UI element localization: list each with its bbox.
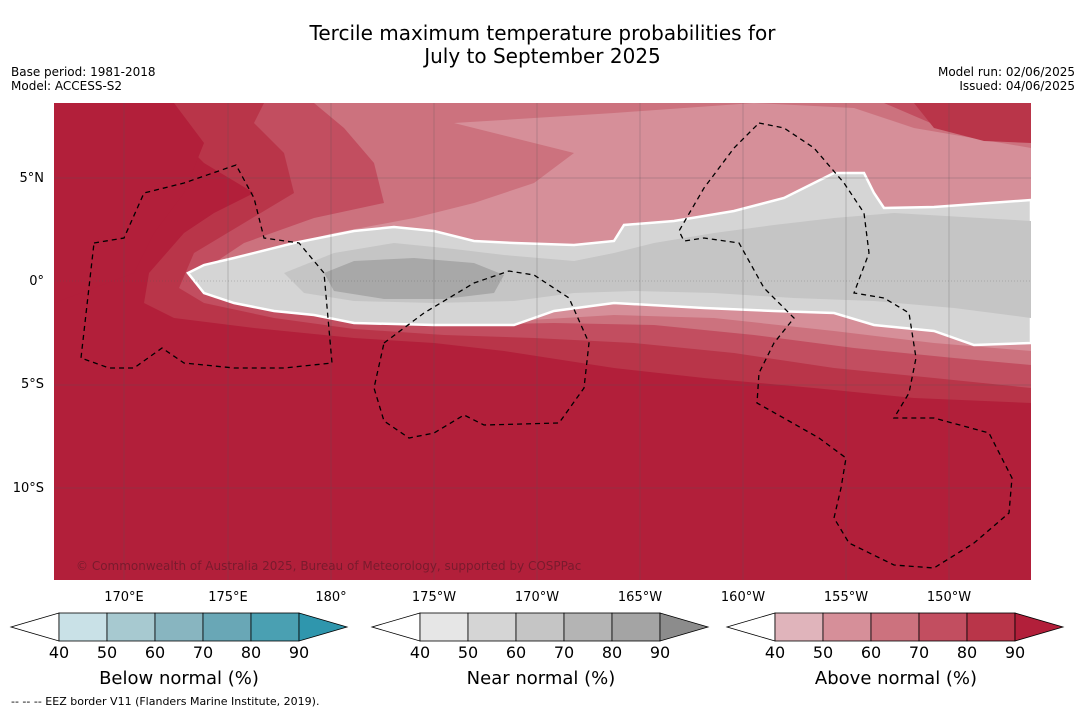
- near-colorbar-box: [611, 612, 661, 642]
- below-tick-label: 60: [144, 643, 166, 662]
- above-colorbar-box: [918, 612, 968, 642]
- near-colorbar-left-extension: [370, 612, 421, 642]
- below-normal-title: Below normal (%): [99, 668, 259, 689]
- near-colorbar-box: [419, 612, 469, 642]
- near-normal-title: Near normal (%): [466, 668, 616, 689]
- meta-left: Base period: 1981-2018 Model: ACCESS-S2: [11, 65, 156, 93]
- base-period: Base period: 1981-2018: [11, 65, 156, 79]
- meta-right: Model run: 02/06/2025 Issued: 04/06/2025: [938, 65, 1075, 93]
- model-run: Model run: 02/06/2025: [937, 65, 1075, 79]
- colorbar-near: [370, 612, 710, 642]
- eez-borders: [80, 122, 1013, 569]
- below-colorbar-left-extension: [9, 612, 60, 642]
- map-svg: [54, 103, 1031, 580]
- colorbar-below: [9, 612, 349, 642]
- above-90-blob-top-left: [54, 103, 204, 303]
- lat-label-0: 0°: [29, 274, 44, 289]
- colorbars-svg: [9, 612, 1065, 642]
- above-colorbar-left-extension: [725, 612, 776, 642]
- near-tick-label: 70: [553, 643, 575, 662]
- chart-title: Tercile maximum temperature probabilitie…: [0, 22, 1085, 68]
- lat-label-5n: 5°N: [19, 171, 45, 186]
- probability-map: [54, 103, 1031, 580]
- lon-label-150w: 150°W: [926, 590, 972, 605]
- above-tick-label: 40: [764, 643, 786, 662]
- eez-footnote: -- -- -- EEZ border V11 (Flanders Marine…: [11, 695, 320, 708]
- lon-label-155w: 155°W: [823, 590, 869, 605]
- lat-label-10s: 10°S: [12, 481, 44, 496]
- below-colorbar-box: [58, 612, 108, 642]
- above-80-blob-top: [914, 103, 1031, 143]
- lon-label-175w: 175°W: [411, 590, 457, 605]
- below-tick-label: 40: [48, 643, 70, 662]
- issued-date: Issued: 04/06/2025: [959, 79, 1075, 93]
- lon-label-175e: 175°E: [208, 590, 248, 605]
- near-tick-label: 40: [409, 643, 431, 662]
- colorbar-above: [725, 612, 1065, 642]
- lat-label-5s: 5°S: [20, 377, 44, 392]
- below-tick-label: 70: [192, 643, 214, 662]
- below-colorbar-right-extension: [298, 612, 349, 642]
- lon-label-180: 180°: [315, 590, 347, 605]
- title-line-1: Tercile maximum temperature probabilitie…: [309, 21, 776, 45]
- below-colorbar-box: [202, 612, 252, 642]
- above-colorbar-box: [966, 612, 1016, 642]
- below-tick-label: 50: [96, 643, 118, 662]
- above-tick-label: 50: [812, 643, 834, 662]
- lon-label-170e: 170°E: [104, 590, 144, 605]
- lon-label-165w: 165°W: [617, 590, 663, 605]
- near-tick-label: 80: [601, 643, 623, 662]
- above-tick-label: 70: [908, 643, 930, 662]
- near-colorbar-box: [515, 612, 565, 642]
- near-70-region: [324, 258, 504, 299]
- title-line-2: July to September 2025: [424, 44, 661, 68]
- above-tick-label: 60: [860, 643, 882, 662]
- below-colorbar-box: [154, 612, 204, 642]
- lon-label-160w: 160°W: [720, 590, 766, 605]
- above-tick-label: 90: [1004, 643, 1026, 662]
- below-colorbar-box: [250, 612, 300, 642]
- above-tick-label: 80: [956, 643, 978, 662]
- near-tick-label: 90: [649, 643, 671, 662]
- below-tick-label: 90: [288, 643, 310, 662]
- below-colorbar-box: [106, 612, 156, 642]
- above-colorbar-box: [870, 612, 920, 642]
- below-tick-label: 80: [240, 643, 262, 662]
- near-tick-label: 60: [505, 643, 527, 662]
- near-colorbar-right-extension: [659, 612, 710, 642]
- grid-lines: [54, 103, 1031, 580]
- copyright-text: © Commonwealth of Australia 2025, Bureau…: [76, 559, 582, 573]
- above-normal-title: Above normal (%): [814, 668, 978, 689]
- near-colorbar-box: [563, 612, 613, 642]
- near-colorbar-box: [467, 612, 517, 642]
- model-name: Model: ACCESS-S2: [11, 79, 123, 93]
- above-colorbar-box: [822, 612, 872, 642]
- near-tick-label: 50: [457, 643, 479, 662]
- above-colorbar-box: [774, 612, 824, 642]
- lon-label-170w: 170°W: [514, 590, 560, 605]
- above-colorbar-right-extension: [1014, 612, 1065, 642]
